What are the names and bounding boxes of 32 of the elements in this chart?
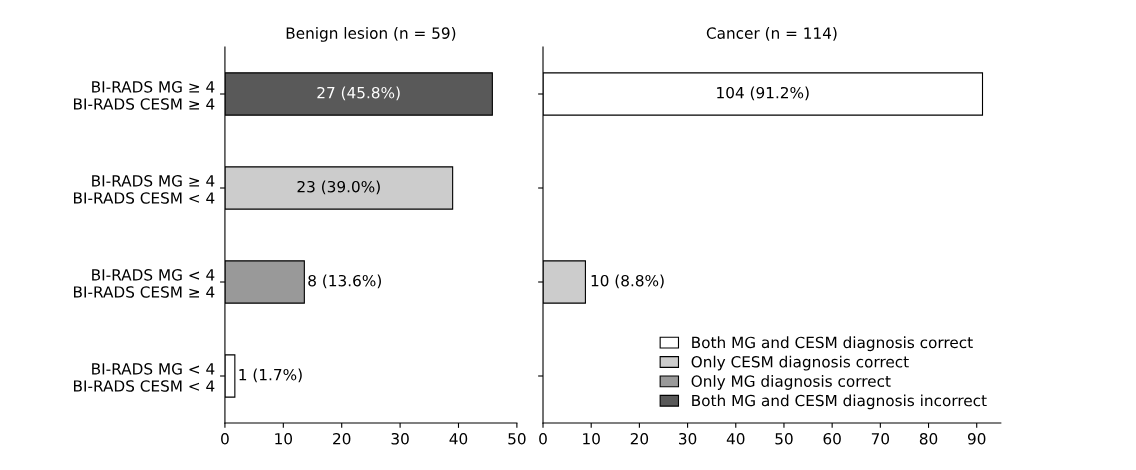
y-tick-label: BI-RADS MG ≥ 4 BI-RADS CESM < 4 xyxy=(73,175,215,204)
data-label: 8 (13.6%) xyxy=(308,274,381,289)
chart-title: Cancer (n = 114) xyxy=(706,27,837,41)
x-tick-label: 80 xyxy=(919,432,938,445)
data-label: 104 (91.2%) xyxy=(717,86,809,101)
x-tick-label: 90 xyxy=(967,432,986,445)
legend-label: Only MG diagnosis correct xyxy=(691,375,891,390)
x-tick-label: 70 xyxy=(871,432,890,445)
y-tick-label: BI-RADS MG < 4 BI-RADS CESM < 4 xyxy=(73,363,215,392)
x-tick-label: 40 xyxy=(726,432,745,445)
x-tick-label: 0 xyxy=(539,432,547,445)
x-tick-label: 50 xyxy=(775,432,793,445)
x-tick-label: 30 xyxy=(679,432,697,445)
data-label: 27 (45.8%) xyxy=(317,86,400,101)
x-tick-label: 20 xyxy=(333,432,351,445)
x-tick-label: 60 xyxy=(823,432,841,445)
data-label: 1 (1.7%) xyxy=(239,368,302,383)
data-label: 23 (39.0%) xyxy=(297,180,380,195)
x-tick-label: 30 xyxy=(391,432,409,445)
x-tick-label: 10 xyxy=(275,432,293,445)
legend-label: Both MG and CESM diagnosis correct xyxy=(692,336,973,352)
x-tick-label: 50 xyxy=(508,432,526,445)
legend-label: Only CESM diagnosis correct xyxy=(691,355,909,371)
y-tick-label: BI-RADS MG < 4 BI-RADS CESM ≥ 4 xyxy=(73,269,215,298)
chart-title: Benign lesion (n = 59) xyxy=(286,27,456,42)
x-tick-label: 40 xyxy=(449,432,468,445)
data-label: 10 (8.8%) xyxy=(591,274,664,289)
y-tick-label: BI-RADS MG ≥ 4 BI-RADS CESM ≥ 4 xyxy=(73,81,215,110)
x-tick-label: 10 xyxy=(583,432,600,445)
legend-label: Both MG and CESM diagnosis incorrect xyxy=(692,394,987,410)
x-tick-label: 0 xyxy=(221,432,229,445)
x-tick-label: 20 xyxy=(630,432,649,445)
